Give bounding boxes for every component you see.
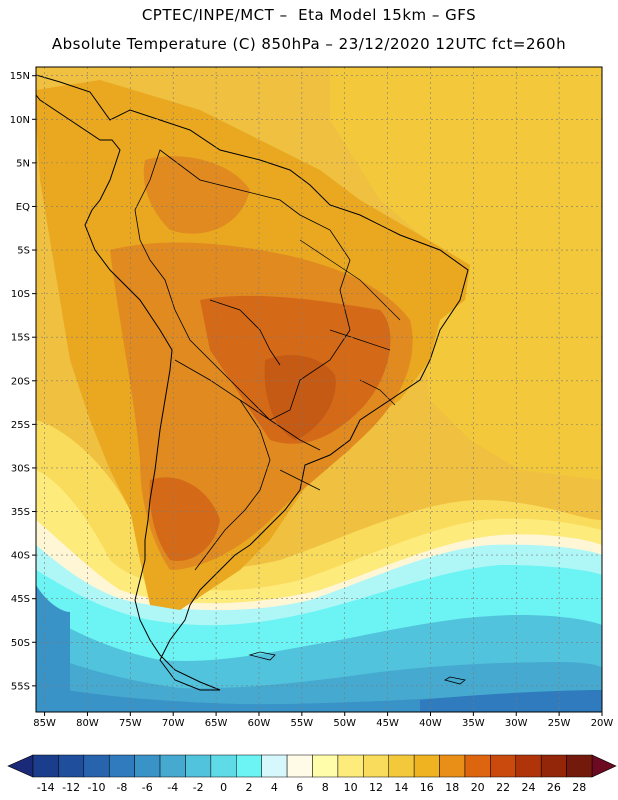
lon-tick-label: 60W <box>248 718 271 729</box>
colorbar-swatch <box>464 754 491 778</box>
colorbar-label: -14 <box>37 781 55 794</box>
colorbar-swatch <box>185 754 212 778</box>
colorbar-swatch <box>363 754 389 778</box>
colorbar-label: 14 <box>394 781 408 794</box>
lon-tick-label: 75W <box>119 718 142 729</box>
lat-tick-label: EQ <box>16 202 30 213</box>
lat-tick-label: 5S <box>17 246 30 257</box>
lon-tick-label: 85W <box>33 718 56 729</box>
colorbar-label: 28 <box>572 781 586 794</box>
colorbar-label: 20 <box>471 781 485 794</box>
lon-tick-label: 35W <box>462 718 485 729</box>
plot-frame <box>35 66 603 713</box>
colorbar-label: 16 <box>420 781 434 794</box>
colorbar-swatch <box>286 754 313 778</box>
lat-tick-label: 25S <box>11 420 30 431</box>
lat-tick-label: 15S <box>11 333 30 344</box>
border-interior <box>209 299 321 491</box>
colorbar-label: 6 <box>296 781 303 794</box>
colorbar-label: 22 <box>496 781 510 794</box>
colorbar-label: 8 <box>322 781 329 794</box>
colorbar-label: 0 <box>220 781 227 794</box>
colorbar-swatch <box>58 754 85 778</box>
colorbar-swatch <box>312 754 339 778</box>
field-band-m6 <box>420 690 602 712</box>
lat-tick-label: 45S <box>11 594 30 605</box>
colorbar-swatch <box>439 754 466 778</box>
colorbar-swatch <box>32 754 59 778</box>
colorbar-label: 18 <box>445 781 459 794</box>
colorbar-swatch <box>337 754 364 778</box>
field-amazon-warm <box>143 156 250 234</box>
lon-tick-label: 50W <box>333 718 356 729</box>
colorbar-label: 10 <box>344 781 358 794</box>
colorbar-swatch <box>566 754 593 778</box>
colorbar-swatch <box>540 754 567 778</box>
colorbar-label: -4 <box>167 781 178 794</box>
border-argentina-chile <box>174 359 271 571</box>
border-brazil-west <box>134 149 351 421</box>
colorbar-over-arrow <box>591 754 617 778</box>
colorbar-swatch <box>388 754 415 778</box>
lon-tick-label: 65W <box>205 718 228 729</box>
map-title: CPTEC/INPE/MCT – Eta Model 15km – GFS <box>141 6 477 24</box>
lat-tick-label: 55S <box>11 681 30 692</box>
colorbar-swatch <box>210 754 237 778</box>
colorbar-swatch <box>490 754 517 778</box>
coastline <box>36 74 469 691</box>
falklands-island-outline <box>248 651 466 685</box>
colorbar-label: 26 <box>547 781 561 794</box>
lat-tick-label: 15N <box>10 71 30 82</box>
colorbar-label: -2 <box>193 781 204 794</box>
colorbar-label: 4 <box>271 781 278 794</box>
colorbar-label: -10 <box>88 781 106 794</box>
field-west-cold <box>36 585 70 712</box>
lon-tick-label: 30W <box>505 718 528 729</box>
colorbar-label: 24 <box>521 781 535 794</box>
lon-tick-label: 55W <box>291 718 314 729</box>
lon-tick-label: 80W <box>76 718 99 729</box>
colorbar-swatch <box>159 754 186 778</box>
temperature-field <box>36 67 602 712</box>
lat-tick-label: 20S <box>11 376 30 387</box>
lat-tick-label: 35S <box>11 507 30 518</box>
colorbar-label: -8 <box>116 781 127 794</box>
colorbar-swatch <box>261 754 288 778</box>
border-states <box>299 239 401 406</box>
lon-tick-label: 45W <box>376 718 399 729</box>
colorbar-under-arrow <box>7 754 34 778</box>
lon-tick-label: 70W <box>162 718 185 729</box>
map-subtitle: Absolute Temperature (C) 850hPa – 23/12/… <box>51 35 567 53</box>
longitude-axis: 85W 80W 75W 70W 65W 60W 55W 50W 45W 40W 35W 30W 25W 2… <box>33 712 613 729</box>
lat-tick-label: 10N <box>10 115 30 126</box>
colorbar-swatch <box>236 754 262 778</box>
colorbar-label: 2 <box>245 781 252 794</box>
latitude-axis: 15N 10N 5N EQ 5S 10S 15S 20S 25S 30S 35S 40S 45S 50S 5… <box>10 71 36 692</box>
colorbar: -14 -12 -10 -8 -6 -4 -2 0 2 4 6 8 10 12 14 16 18 20 22 24 26… <box>7 754 617 794</box>
colorbar-swatch <box>134 754 161 778</box>
lat-tick-label: 40S <box>11 551 30 562</box>
lon-tick-label: 40W <box>419 718 442 729</box>
lon-tick-label: 25W <box>548 718 571 729</box>
colorbar-swatch <box>83 754 110 778</box>
colorbar-swatch <box>515 754 542 778</box>
colorbar-label: -12 <box>62 781 80 794</box>
colorbar-label: 12 <box>369 781 383 794</box>
colorbar-label: -6 <box>142 781 153 794</box>
lat-tick-label: 10S <box>11 289 30 300</box>
colorbar-swatch <box>108 754 135 778</box>
field-argentina-hot <box>149 477 220 561</box>
field-hottest <box>264 355 336 440</box>
lat-tick-label: 5N <box>16 158 30 169</box>
colorbar-swatch <box>413 754 440 778</box>
lon-tick-label: 20W <box>591 718 614 729</box>
lat-tick-label: 30S <box>11 463 30 474</box>
graticule <box>36 67 602 712</box>
lat-tick-label: 50S <box>11 638 30 649</box>
